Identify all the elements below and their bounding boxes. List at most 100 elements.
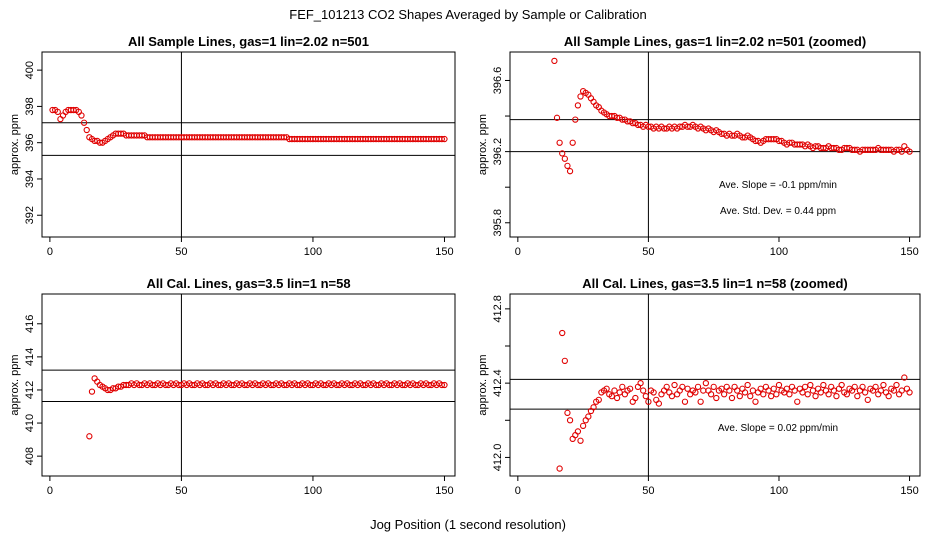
p4-data-point (694, 383, 702, 391)
p4-data-point (893, 381, 900, 389)
p3-x-tick-label: 50 (175, 485, 187, 497)
p2-y-tick-label: 396.6 (492, 67, 504, 95)
p4-data-point (799, 389, 806, 396)
p4-annotation-0: Ave. Slope = 0.02 ppm/min (718, 423, 838, 434)
p1-data-point (441, 135, 448, 143)
p2-x-tick-label: 50 (642, 246, 654, 258)
p4-data-point (663, 383, 670, 391)
p4-data-point (632, 394, 639, 402)
p4-data-point (741, 389, 749, 396)
p4-data-point (603, 385, 610, 392)
p2-data-point (684, 123, 691, 130)
p2-annotation-0: Ave. Slope = -0.1 ppm/min (719, 180, 837, 191)
p4-data-point (645, 398, 652, 405)
p4-data-point (794, 398, 801, 405)
p4-x-tick-label: 50 (642, 485, 654, 497)
p4-data-point (833, 392, 840, 400)
p4-data-point (700, 387, 707, 394)
p4-data-point (640, 387, 647, 394)
p1-y-tick-label: 398 (24, 97, 36, 115)
p2-data-point (645, 123, 652, 130)
p4-data-point (574, 428, 582, 435)
p4-data-point (838, 381, 845, 389)
p1-x-tick-label: 150 (435, 246, 453, 258)
p2-x-tick-label: 150 (900, 246, 918, 258)
p4-x-tick-label: 0 (515, 485, 521, 497)
p1-x-tick-label: 0 (47, 246, 53, 258)
p4-data-point (830, 387, 837, 394)
p2-data-point (551, 57, 558, 65)
p4-data-point (671, 381, 678, 389)
p3-data-point (438, 381, 445, 389)
p2-data-point (786, 139, 793, 146)
p4-data-point (877, 387, 884, 394)
p3-y-tick-label: 414 (24, 348, 36, 366)
p4-data-point (595, 396, 602, 404)
p4-data-point (775, 381, 783, 389)
p2-data-point (885, 146, 892, 153)
p4-data-point (736, 392, 743, 400)
p4-data-point (681, 398, 689, 405)
p2-title: All Sample Lines, gas=1 lin=2.02 n=501 (… (564, 34, 866, 49)
p4-data-point (556, 465, 563, 472)
p1-y-tick-label: 392 (24, 206, 36, 224)
p4-data-point (561, 357, 568, 365)
p4-data-point (786, 391, 793, 398)
p2-data-point (728, 132, 736, 139)
p4-data-point (757, 385, 764, 392)
p4-data-point (713, 394, 720, 402)
p4-data-point (707, 391, 715, 398)
p3-y-tick-label: 410 (24, 414, 36, 432)
p4-data-point (885, 392, 892, 400)
p4-data-point (679, 383, 686, 391)
p2-plot-frame (509, 51, 921, 238)
p4-data-point (684, 385, 691, 392)
p1-data-point (138, 132, 146, 139)
p3-data-point (88, 388, 96, 395)
p2-data-point (660, 125, 668, 132)
p1-data-point (80, 119, 88, 126)
p2-data-point (619, 116, 626, 123)
p4-data-point (579, 422, 587, 430)
p4-data-point (817, 389, 824, 396)
p2-y-axis-label: approx. ppm (477, 114, 489, 175)
p4-data-point (872, 383, 879, 391)
p2-data-point (835, 146, 843, 153)
p2-data-point (569, 139, 576, 146)
p4-x-tick-label: 100 (770, 485, 788, 497)
p3-y-tick-label: 416 (24, 315, 36, 333)
p3-data-point (86, 433, 93, 440)
p1-x-tick-label: 50 (175, 246, 187, 258)
p4-data-point (718, 385, 725, 392)
p4-data-point (906, 389, 913, 396)
p1-data-point (438, 135, 445, 143)
p2-data-point (629, 120, 636, 127)
p4-data-point (765, 387, 772, 394)
p4-data-point (608, 392, 615, 400)
p4-data-point (809, 387, 817, 394)
p4-data-point (668, 392, 676, 400)
p4-data-point (702, 379, 710, 387)
p2-data-point (553, 114, 561, 121)
p1-y-tick-label: 396 (24, 134, 36, 152)
p4-data-point (590, 404, 597, 411)
p2-data-point (893, 146, 900, 153)
p2-data-point (556, 139, 563, 146)
p2-data-point (775, 137, 783, 145)
p4-data-point (710, 383, 717, 391)
p3-x-tick-label: 150 (435, 485, 453, 497)
p2-data-point (718, 130, 725, 137)
p2-data-point (574, 102, 582, 109)
p2-data-point (608, 112, 615, 120)
p4-title: All Cal. Lines, gas=3.5 lin=1 n=58 (zoom… (582, 276, 848, 291)
p4-y-tick-label: 412.0 (492, 444, 504, 472)
p4-data-point (728, 394, 736, 402)
p2-data-point (869, 146, 877, 153)
p4-data-point (747, 392, 754, 400)
p2-annotation-1: Ave. Std. Dev. = 0.44 ppm (720, 206, 836, 217)
p4-data-point (880, 381, 887, 389)
p4-data-point (760, 391, 767, 398)
p3-plot-frame (41, 293, 456, 477)
p1-y-tick-label: 400 (24, 61, 36, 79)
